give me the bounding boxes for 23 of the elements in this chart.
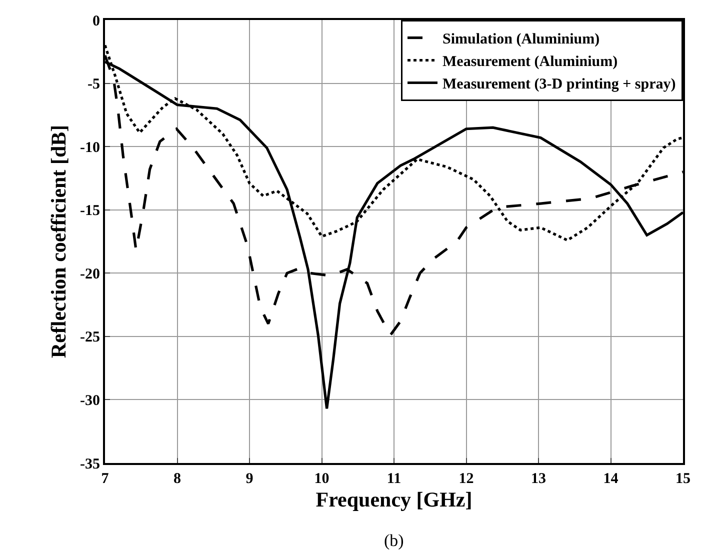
x-tick-label: 10: [314, 471, 330, 487]
y-tick-label: 0: [92, 13, 100, 30]
x-tick-label: 15: [676, 471, 690, 487]
y-tick-label: -35: [80, 456, 100, 472]
x-tick-label: 12: [458, 471, 474, 487]
x-tick-label: 7: [101, 471, 110, 487]
x-tick-label: 14: [603, 471, 619, 487]
x-tick-label: 11: [386, 471, 402, 487]
x-tick-label: 13: [531, 471, 546, 487]
x-axis-title: Frequency [GHz]: [316, 488, 472, 512]
y-tick-label: -20: [80, 266, 100, 282]
y-axis-title: Reflection coefficient [dB]: [46, 124, 71, 358]
y-tick-label: -30: [80, 392, 100, 409]
y-tick-label: -5: [88, 76, 100, 93]
y-tick-label: -25: [80, 330, 100, 346]
legend-label: Measurement (Aluminium): [442, 54, 618, 70]
x-tick-label: 8: [174, 471, 181, 487]
legend-label: Simulation (Aluminium): [442, 32, 600, 48]
y-tick-label: -10: [80, 140, 100, 156]
legend-label: Measurement (3-D printing + spray): [442, 76, 676, 93]
y-tick-label: -15: [80, 203, 100, 220]
text: (b): [384, 531, 404, 550]
x-tick-label: 9: [246, 471, 254, 487]
